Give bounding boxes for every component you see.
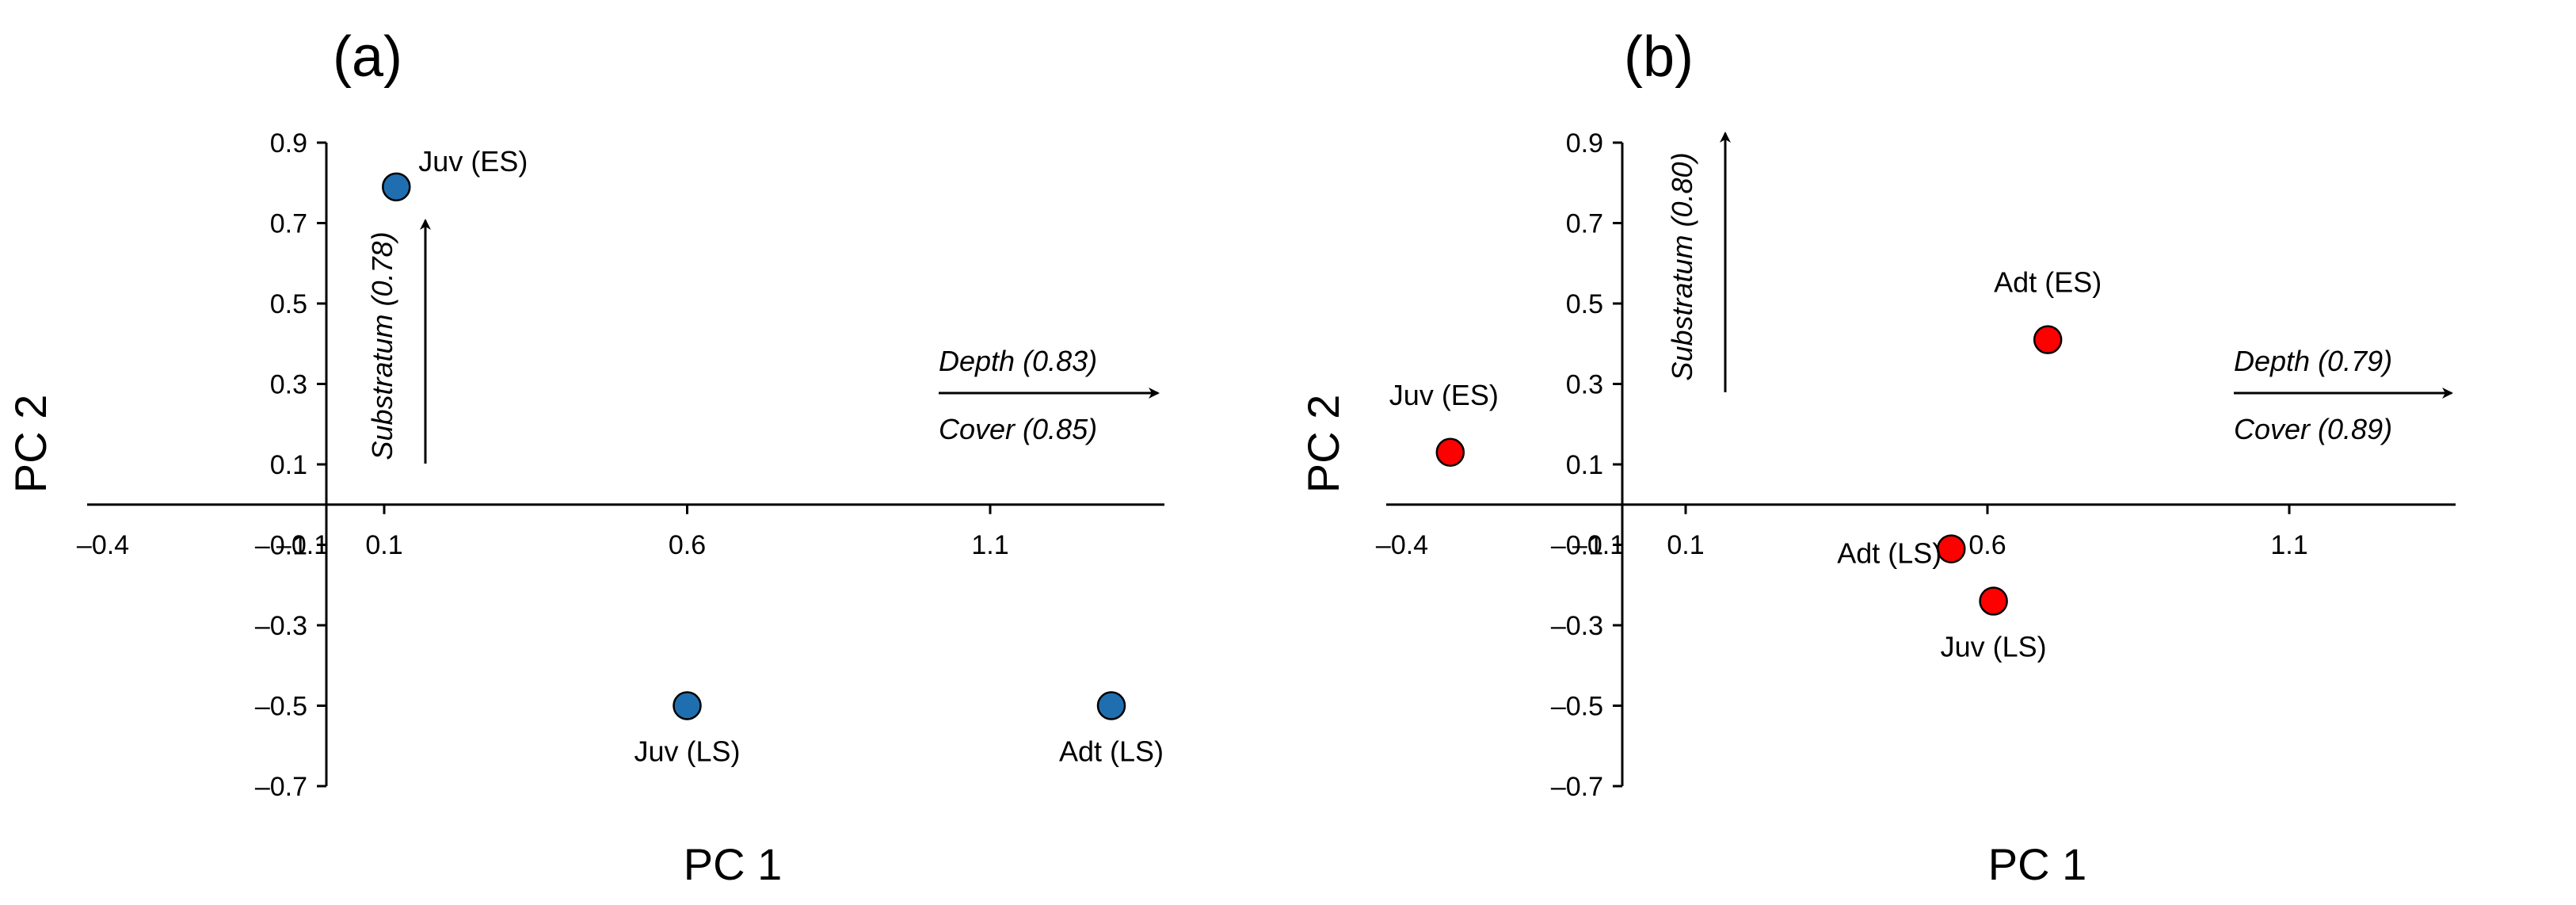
y-axis-title: PC 2 (1298, 395, 1348, 494)
y-tick-label: 0.5 (270, 289, 307, 319)
data-point (1096, 691, 1126, 720)
data-point (1979, 586, 2008, 616)
panel-label: (a) (333, 25, 402, 89)
y-tick-label: 0.1 (1566, 450, 1603, 480)
cover-vector-label: Cover (0.89) (2234, 413, 2392, 445)
y-tick-label: 0.5 (1566, 289, 1603, 319)
y-tick-label: –0.7 (255, 772, 307, 802)
data-point (673, 691, 702, 720)
x-tick-label: –0.1 (1572, 530, 1625, 560)
y-tick-label: 0.9 (1566, 128, 1603, 158)
y-tick-label: 0.3 (270, 370, 307, 400)
chart-panel-b: 0.9 0.7 0.5 0.3 0.1 –0.1 –0.3 –0.5 –0.7 –0.4 –0.1 0… (1298, 25, 2456, 889)
x-tick-label: 0.1 (1667, 530, 1704, 560)
data-point (1937, 534, 1966, 563)
y-tick-label: 0.1 (270, 450, 307, 480)
y-tick-label: –0.3 (255, 611, 307, 641)
x-tick-label: 0.1 (365, 530, 402, 560)
depth-vector-label: Depth (0.83) (939, 345, 1097, 377)
depth-vector-label: Depth (0.79) (2234, 345, 2392, 377)
chart-panel-a: 0.9 0.7 0.5 0.3 0.1 –0.1 –0.3 –0.5 –0.7 –0.4 –0.1 0… (6, 25, 1164, 889)
data-point-label: Adt (LS) (1059, 735, 1164, 768)
y-tick-label: –0.1 (1551, 531, 1603, 561)
y-tick-label: –0.7 (1551, 772, 1603, 802)
x-tick-label: –0.4 (1376, 530, 1428, 560)
y-tick-label: 0.3 (1566, 370, 1603, 400)
x-axis-title: PC 1 (1988, 839, 2087, 889)
data-point (2033, 325, 2063, 354)
data-point-label: Juv (LS) (1941, 631, 2047, 663)
y-tick-label: –0.1 (255, 531, 307, 561)
x-tick-label: –0.4 (77, 530, 129, 560)
cover-vector-label: Cover (0.85) (939, 413, 1097, 445)
x-tick-label: 1.1 (971, 530, 1008, 560)
substratum-vector-label: Substratum (0.78) (366, 231, 398, 460)
data-point-label: Juv (ES) (1389, 379, 1499, 411)
y-tick-label: 0.9 (270, 128, 307, 158)
y-tick-label: –0.3 (1551, 611, 1603, 641)
y-tick-label: –0.5 (255, 692, 307, 722)
x-tick-label: 0.6 (1968, 530, 2006, 560)
y-axis-title: PC 2 (6, 395, 55, 494)
y-tick-label: 0.7 (1566, 209, 1603, 239)
data-point (382, 172, 411, 202)
x-axis-title: PC 1 (684, 839, 783, 889)
x-tick-label: 1.1 (2270, 530, 2307, 560)
y-tick-label: 0.7 (270, 209, 307, 239)
substratum-vector-label: Substratum (0.80) (1666, 152, 1698, 380)
x-tick-label: 0.6 (669, 530, 706, 560)
data-point (1435, 437, 1465, 468)
x-tick-label: –0.1 (276, 530, 329, 560)
data-point-label: Juv (ES) (418, 145, 528, 178)
data-point-label: Adt (LS) (1837, 537, 1942, 570)
panel-label: (b) (1624, 25, 1694, 89)
data-point-label: Adt (ES) (1994, 266, 2102, 299)
data-point-label: Juv (LS) (634, 735, 740, 768)
y-tick-label: –0.5 (1551, 692, 1603, 722)
